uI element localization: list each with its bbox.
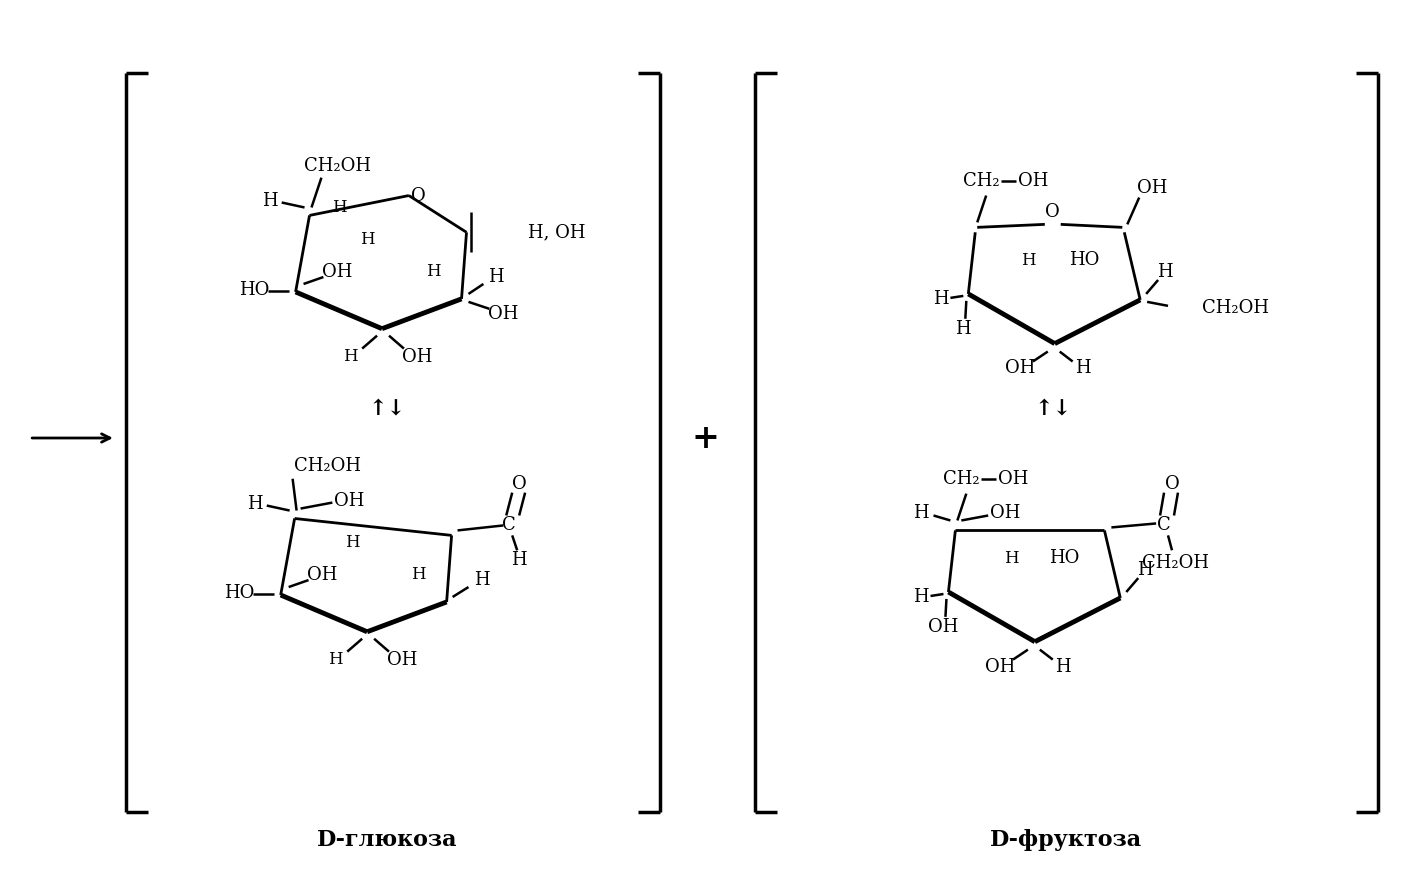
Text: HO: HO [1070,251,1099,269]
Text: OH: OH [1018,172,1047,189]
Text: H: H [329,651,343,668]
Text: H: H [913,504,928,521]
Text: OH: OH [928,618,959,636]
Text: H: H [956,320,972,337]
Text: CH₂: CH₂ [943,470,980,488]
Text: OH: OH [402,348,432,365]
Text: CH₂OH: CH₂OH [293,456,361,475]
Text: OH: OH [1005,359,1035,378]
Text: H: H [1054,658,1070,675]
Text: H: H [489,268,504,286]
Text: C: C [503,517,517,534]
Text: H: H [1157,263,1172,281]
Text: OH: OH [986,658,1015,675]
Text: OH: OH [489,305,518,322]
Text: OH: OH [307,566,337,584]
Text: OH: OH [386,651,417,668]
Text: OH: OH [1137,179,1167,196]
Text: ↑↓: ↑↓ [1035,397,1071,420]
Text: CH₂: CH₂ [963,172,1000,189]
Text: D-фруктоза: D-фруктоза [990,830,1141,851]
Text: O: O [1165,475,1179,492]
Text: H: H [1004,550,1018,567]
Text: H, OH: H, OH [528,223,585,241]
Text: CH₂OH: CH₂OH [1143,555,1209,572]
Text: CH₂OH: CH₂OH [303,157,371,174]
Text: D-глюкоза: D-глюкоза [317,830,458,851]
Text: HO: HO [223,584,254,602]
Text: +: + [691,421,719,455]
Text: H: H [427,263,441,279]
Text: H: H [263,192,278,209]
Text: H: H [359,230,375,248]
Text: H: H [411,566,427,583]
Text: H: H [247,495,263,512]
Text: H: H [1074,359,1091,378]
Text: OH: OH [322,263,352,281]
Text: H: H [473,571,489,589]
Text: H: H [345,533,359,551]
Text: O: O [1046,203,1060,222]
Text: H: H [1021,251,1035,269]
Text: O: O [411,187,427,205]
Text: O: O [512,475,526,492]
Text: HO: HO [239,281,270,299]
Text: H: H [343,348,358,365]
Text: H: H [932,290,948,307]
Text: CH₂OH: CH₂OH [1202,299,1269,317]
Text: OH: OH [998,470,1028,488]
Text: H: H [331,199,347,216]
Text: H: H [511,551,526,569]
Text: ↑↓: ↑↓ [368,397,406,420]
Text: C: C [1157,517,1171,534]
Text: H: H [913,588,928,606]
Text: H: H [1137,562,1153,579]
Text: OH: OH [990,504,1021,521]
Text: HO: HO [1050,549,1080,568]
Text: OH: OH [334,491,365,510]
